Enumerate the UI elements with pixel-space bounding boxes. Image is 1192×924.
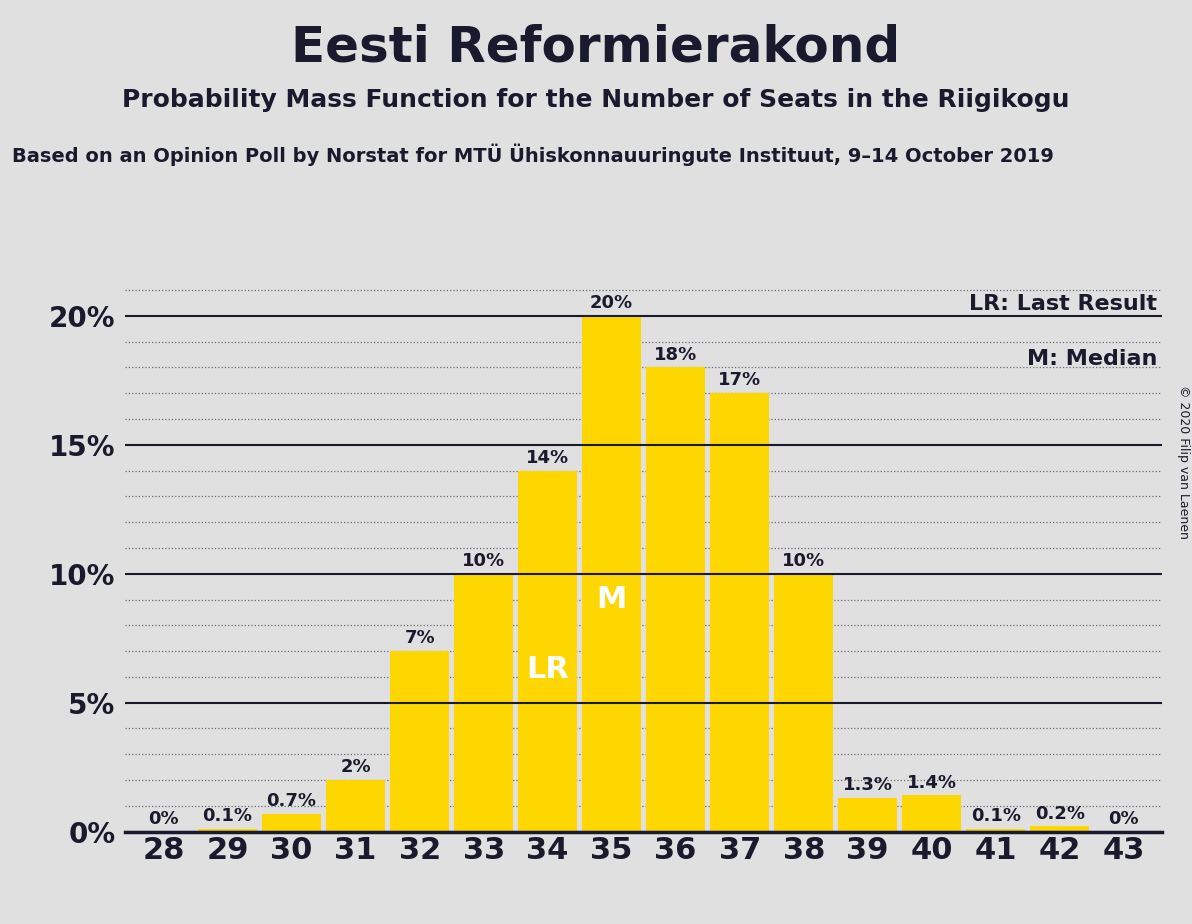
Text: 0%: 0%	[1109, 809, 1140, 828]
Text: 0.2%: 0.2%	[1035, 805, 1085, 822]
Bar	[262, 813, 321, 832]
Text: M: M	[596, 585, 627, 614]
Text: 20%: 20%	[590, 294, 633, 312]
Text: LR: LR	[526, 654, 569, 684]
Bar	[838, 798, 898, 832]
Text: 1.3%: 1.3%	[843, 776, 893, 795]
Text: 0%: 0%	[148, 809, 179, 828]
Bar	[710, 394, 769, 832]
Text: © 2020 Filip van Laenen: © 2020 Filip van Laenen	[1177, 385, 1190, 539]
Text: 0.1%: 0.1%	[203, 808, 253, 825]
Text: 0.7%: 0.7%	[267, 792, 317, 809]
Bar	[327, 780, 385, 832]
Bar	[198, 829, 257, 832]
Text: 18%: 18%	[654, 346, 697, 363]
Text: 14%: 14%	[526, 449, 570, 467]
Bar	[902, 796, 961, 832]
Text: LR: Last Result: LR: Last Result	[969, 294, 1157, 314]
Text: Based on an Opinion Poll by Norstat for MTÜ Ühiskonnauuringute Instituut, 9–14 O: Based on an Opinion Poll by Norstat for …	[12, 143, 1054, 165]
Bar	[582, 316, 641, 832]
Text: 10%: 10%	[462, 552, 505, 570]
Text: 2%: 2%	[340, 759, 371, 776]
Bar	[646, 368, 706, 832]
Text: 10%: 10%	[782, 552, 825, 570]
Bar	[775, 574, 833, 832]
Text: 1.4%: 1.4%	[907, 773, 957, 792]
Text: 17%: 17%	[718, 371, 762, 389]
Bar	[390, 651, 449, 832]
Bar	[967, 829, 1025, 832]
Bar	[454, 574, 513, 832]
Bar	[519, 470, 577, 832]
Text: Eesti Reformierakond: Eesti Reformierakond	[291, 23, 901, 71]
Text: 7%: 7%	[404, 629, 435, 647]
Text: M: Median: M: Median	[1026, 349, 1157, 370]
Text: Probability Mass Function for the Number of Seats in the Riigikogu: Probability Mass Function for the Number…	[123, 88, 1069, 112]
Bar	[1030, 826, 1089, 832]
Text: 0.1%: 0.1%	[970, 808, 1020, 825]
